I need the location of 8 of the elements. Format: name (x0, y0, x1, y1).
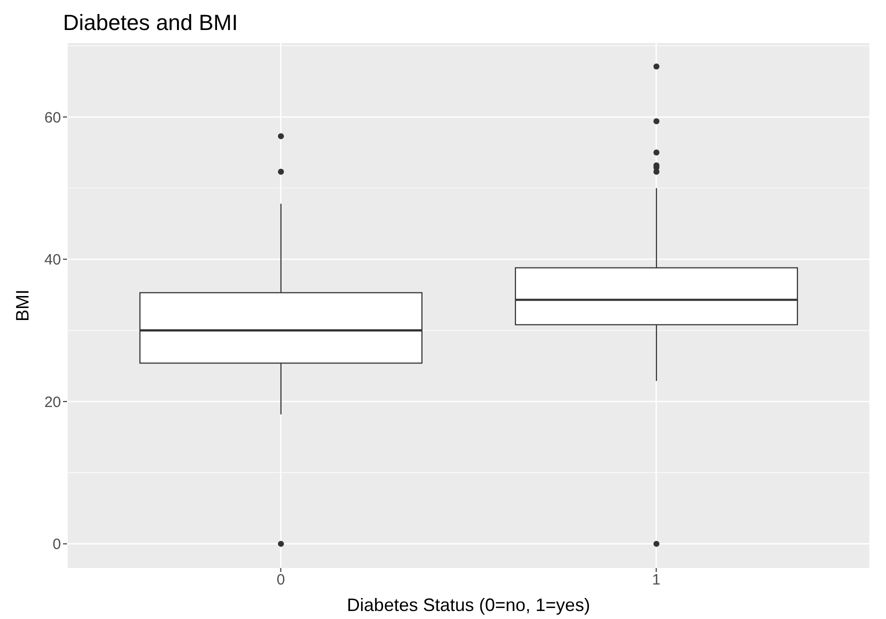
x-axis-title: Diabetes Status (0=no, 1=yes) (346, 595, 590, 615)
y-axis-title: BMI (12, 289, 32, 322)
y-tick-label: 0 (52, 536, 61, 554)
y-tick-label: 40 (44, 252, 61, 269)
x-tick-label: 1 (652, 572, 660, 589)
y-tick-label: 20 (44, 394, 61, 411)
chart-title: Diabetes and BMI (63, 10, 238, 36)
y-tick-label: 60 (44, 109, 61, 126)
